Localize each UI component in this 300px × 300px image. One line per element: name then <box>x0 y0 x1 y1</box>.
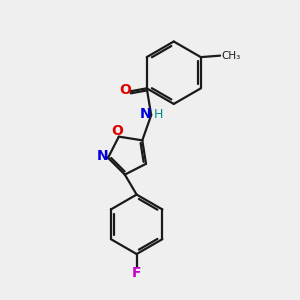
Text: O: O <box>111 124 123 138</box>
Text: N: N <box>96 149 108 163</box>
Text: F: F <box>132 266 141 280</box>
Text: O: O <box>119 83 131 97</box>
Text: N: N <box>140 107 152 122</box>
Text: CH₃: CH₃ <box>222 51 241 61</box>
Text: H: H <box>154 108 163 121</box>
